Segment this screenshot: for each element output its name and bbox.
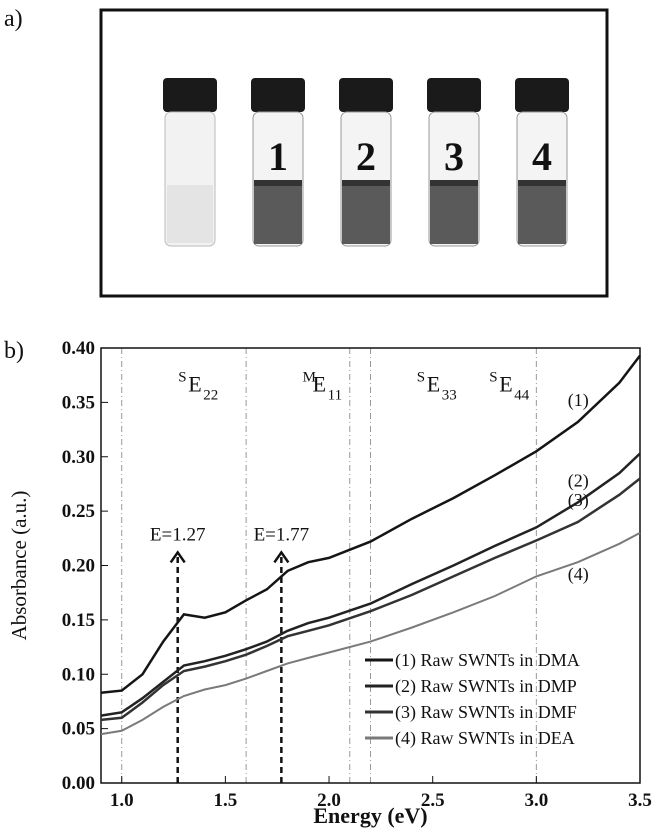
y-tick-label: 0.05 (62, 719, 95, 740)
x-tick-label: 3.0 (524, 790, 548, 811)
annotation: E=1.27 (150, 524, 206, 545)
region-sub: 44 (514, 388, 530, 404)
series-line (100, 354, 641, 694)
vial-liquid (518, 180, 566, 244)
vial: 4 (515, 78, 569, 247)
vial-label: 1 (268, 134, 288, 179)
series-end-label: (1) (568, 390, 589, 411)
vial-liquid (342, 180, 390, 244)
vial-liquid-top (342, 180, 390, 186)
vial-cap (251, 78, 305, 112)
vial-liquid (430, 180, 478, 244)
arrow-head (169, 550, 186, 564)
region-base: E (499, 372, 512, 397)
vial-cap (427, 78, 481, 112)
y-tick-label: 0.20 (62, 556, 95, 577)
region-sup: S (489, 370, 497, 386)
region-sub: 11 (328, 388, 342, 404)
y-axis-label: Absorbance (a.u.) (7, 491, 31, 641)
series-end-label: (4) (568, 564, 589, 585)
vial-liquid-top (430, 180, 478, 186)
region-sup: S (417, 370, 425, 386)
vial-liquid (254, 180, 302, 244)
series-end-label: (2) (568, 470, 589, 491)
annotation: E=1.77 (254, 524, 310, 545)
legend-label: (4) Raw SWNTs in DEA (395, 728, 575, 749)
region-sub: 33 (442, 388, 457, 404)
region-sub: 22 (203, 388, 218, 404)
y-tick-label: 0.15 (62, 610, 95, 631)
region-base: E (427, 372, 440, 397)
vial-liquid-top (518, 180, 566, 186)
legend-label: (1) Raw SWNTs in DMA (395, 650, 580, 671)
vial: 2 (339, 78, 393, 247)
series-end-label: (3) (568, 490, 589, 511)
x-tick-label: 2.0 (317, 790, 341, 811)
vial-cap (339, 78, 393, 112)
panel-label: b) (4, 338, 24, 364)
region-base: E (188, 372, 201, 397)
region-sup: S (178, 370, 186, 386)
vial-photo: 1 2 3 4 (163, 78, 569, 247)
vial-liquid-top (254, 180, 302, 186)
vial: 3 (427, 78, 481, 247)
series-line (100, 532, 641, 736)
region-base: E (313, 372, 326, 397)
y-tick-label: 0.00 (62, 773, 95, 794)
x-tick-label: 3.5 (628, 790, 652, 811)
series-line (100, 477, 641, 722)
legend-label: (3) Raw SWNTs in DMF (395, 702, 577, 723)
vial (163, 78, 217, 247)
vial-label: 2 (356, 134, 376, 179)
y-tick-label: 0.10 (62, 664, 95, 685)
legend-label: (2) Raw SWNTs in DMP (395, 676, 577, 697)
vial: 1 (251, 78, 305, 247)
arrow-head (273, 550, 290, 564)
x-tick-label: 2.5 (421, 790, 445, 811)
y-tick-label: 0.35 (62, 392, 95, 413)
x-tick-label: 1.0 (110, 790, 134, 811)
vial-cap (515, 78, 569, 112)
x-axis-label: Energy (eV) (313, 803, 427, 828)
y-tick-label: 0.25 (62, 501, 95, 522)
region-sup: M (303, 370, 316, 386)
panel-label: a) (4, 6, 23, 32)
y-tick-label: 0.30 (62, 447, 95, 468)
y-tick-label: 0.40 (62, 338, 95, 359)
vial-label: 4 (532, 134, 552, 179)
series-line (100, 452, 641, 717)
x-tick-label: 1.5 (214, 790, 238, 811)
vial-label: 3 (444, 134, 464, 179)
